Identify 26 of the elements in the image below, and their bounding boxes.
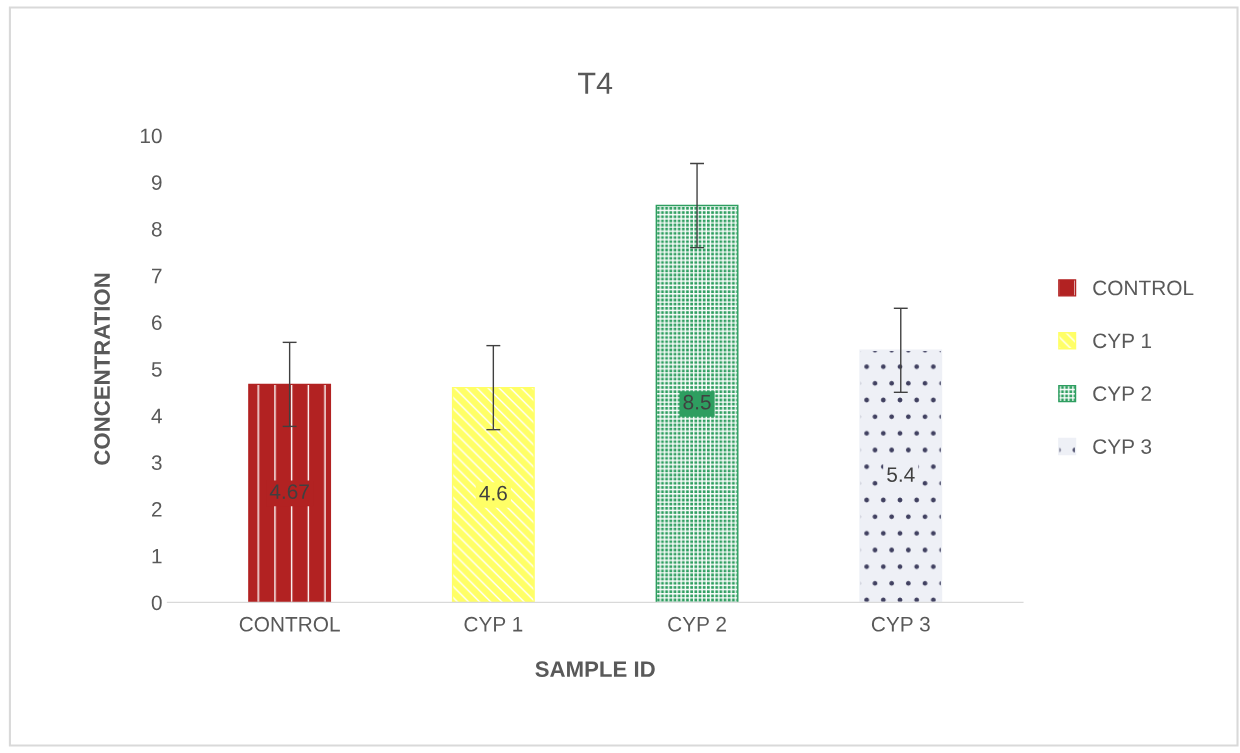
y-tick-label: 10 (140, 128, 162, 144)
x-axis-title: SAMPLE ID (535, 661, 655, 678)
chart-title: T4 (578, 72, 613, 94)
legend-label: CONTROL (1093, 280, 1194, 296)
legend-label: CYP 3 (1093, 439, 1152, 454)
y-tick-label: 9 (151, 175, 162, 190)
y-tick-label: 1 (152, 548, 162, 564)
legend-label: CYP 1 (1093, 333, 1152, 349)
y-tick-label: 2 (152, 502, 162, 517)
data-label: 4.67 (269, 484, 309, 499)
data-label: 5.4 (887, 467, 915, 482)
y-tick-label: 8 (151, 221, 162, 237)
legend-label: CYP 2 (1093, 386, 1151, 402)
y-tick-label: 0 (151, 595, 162, 611)
x-tick-label: CYP 1 (464, 616, 523, 632)
data-label: 8.5 (683, 394, 711, 410)
y-tick-label: 3 (151, 455, 162, 471)
y-tick-label: 6 (152, 315, 162, 331)
y-axis-title: CONCENTRATION (94, 273, 110, 465)
x-tick-label: CONTROL (239, 616, 340, 632)
y-tick-label: 4 (151, 408, 162, 424)
y-tick-label: 5 (151, 362, 162, 377)
x-tick-label: CYP 3 (871, 616, 930, 632)
y-tick-label: 7 (152, 268, 162, 284)
data-label: 4.6 (479, 485, 507, 501)
x-tick-label: CYP 2 (668, 616, 726, 632)
